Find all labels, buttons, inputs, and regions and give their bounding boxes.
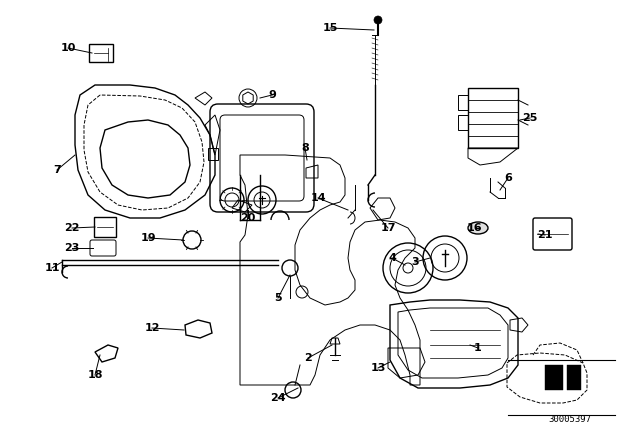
Text: 14: 14 bbox=[310, 193, 326, 203]
Text: 24: 24 bbox=[270, 393, 286, 403]
Text: 3: 3 bbox=[411, 257, 419, 267]
Text: 6: 6 bbox=[504, 173, 512, 183]
Text: 17: 17 bbox=[380, 223, 396, 233]
Bar bbox=[458, 115, 468, 130]
Text: 11: 11 bbox=[44, 263, 60, 273]
Text: 10: 10 bbox=[60, 43, 76, 53]
Text: 25: 25 bbox=[522, 113, 538, 123]
Text: 1: 1 bbox=[474, 343, 482, 353]
Text: 9: 9 bbox=[268, 90, 276, 100]
Text: 20: 20 bbox=[240, 213, 256, 223]
Text: 8: 8 bbox=[301, 143, 309, 153]
Text: 15: 15 bbox=[323, 23, 338, 33]
Text: 4: 4 bbox=[388, 253, 396, 263]
Text: 19: 19 bbox=[140, 233, 156, 243]
Text: 30005397: 30005397 bbox=[548, 415, 591, 425]
Bar bbox=[545, 365, 563, 390]
Text: 13: 13 bbox=[371, 363, 386, 373]
FancyBboxPatch shape bbox=[89, 44, 113, 62]
Text: 2: 2 bbox=[304, 353, 312, 363]
Ellipse shape bbox=[468, 222, 488, 234]
Text: 16: 16 bbox=[467, 223, 483, 233]
Bar bbox=[468, 88, 518, 148]
Text: 18: 18 bbox=[87, 370, 103, 380]
Text: 12: 12 bbox=[144, 323, 160, 333]
Bar bbox=[567, 365, 581, 390]
Text: 22: 22 bbox=[64, 223, 80, 233]
Text: 21: 21 bbox=[537, 230, 553, 240]
Text: 23: 23 bbox=[64, 243, 80, 253]
Bar bbox=[458, 95, 468, 110]
Text: 5: 5 bbox=[274, 293, 282, 303]
Text: 7: 7 bbox=[53, 165, 61, 175]
Circle shape bbox=[374, 16, 382, 24]
